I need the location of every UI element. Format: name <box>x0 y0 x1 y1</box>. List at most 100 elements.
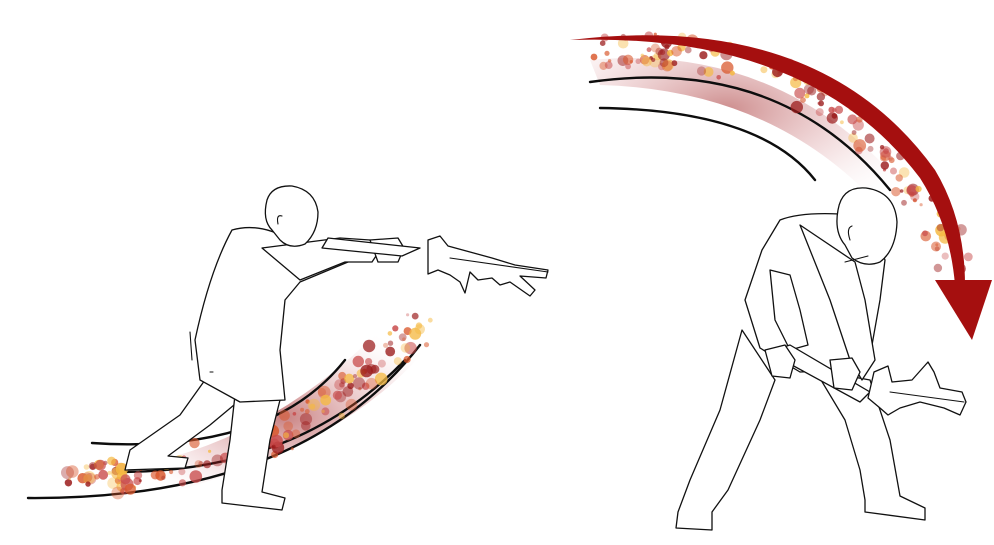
speed-line <box>588 76 892 192</box>
particle <box>150 470 160 480</box>
particle <box>414 324 425 335</box>
particle <box>760 66 768 74</box>
speed-line <box>598 106 817 182</box>
particle <box>317 388 327 397</box>
particle <box>68 477 72 481</box>
particle <box>423 342 430 348</box>
particle <box>803 84 815 95</box>
particle <box>400 343 411 353</box>
particle <box>427 317 433 323</box>
particle <box>362 339 376 353</box>
particle <box>888 157 895 164</box>
right-leg <box>814 369 926 521</box>
particle <box>931 241 941 252</box>
particle <box>189 437 200 449</box>
arrow-head <box>935 280 992 340</box>
particle <box>409 327 422 340</box>
particle <box>899 189 904 193</box>
serrated-sword <box>321 235 549 297</box>
particle <box>936 223 945 232</box>
particle <box>300 407 305 412</box>
motion-blur-smear <box>110 327 426 490</box>
particle <box>352 374 358 379</box>
particle <box>398 333 407 342</box>
particle <box>178 468 186 476</box>
ear <box>847 225 853 241</box>
particle <box>880 161 889 170</box>
particle <box>804 93 810 99</box>
particle <box>684 46 692 54</box>
particle <box>590 53 598 61</box>
particle <box>864 133 875 144</box>
particle <box>291 429 301 439</box>
particle <box>901 199 907 206</box>
particle <box>906 185 917 196</box>
particle <box>411 312 419 320</box>
particle <box>352 355 364 368</box>
hand-back <box>764 344 796 379</box>
particle <box>305 399 310 404</box>
particle <box>963 252 973 262</box>
particle <box>271 444 276 449</box>
particle <box>387 340 394 346</box>
particle <box>646 47 652 53</box>
particle <box>922 230 928 237</box>
hand-front <box>829 357 861 391</box>
particle <box>655 47 663 56</box>
particle <box>671 46 682 57</box>
particle <box>826 112 838 124</box>
particle <box>82 472 93 483</box>
particle <box>309 403 316 409</box>
particle <box>818 100 824 107</box>
particle <box>622 54 634 65</box>
particle <box>83 474 92 483</box>
particle <box>651 57 656 63</box>
particle <box>107 477 119 490</box>
particle <box>895 174 903 182</box>
particle <box>800 97 806 103</box>
particle <box>834 105 844 114</box>
particle <box>847 114 858 125</box>
front-leg <box>221 394 286 511</box>
particle <box>283 421 294 432</box>
particle <box>661 60 673 72</box>
particle <box>307 398 321 412</box>
particle <box>334 379 345 391</box>
particle <box>360 364 373 378</box>
particle <box>840 120 844 125</box>
particle <box>178 479 187 487</box>
particle <box>344 373 355 384</box>
particle <box>933 263 943 273</box>
particle <box>345 398 358 411</box>
particle <box>98 469 109 480</box>
particle <box>309 403 316 410</box>
particle <box>604 50 610 56</box>
particle <box>406 313 410 317</box>
left-leg <box>675 329 776 531</box>
particle <box>83 464 90 470</box>
particle <box>211 454 224 467</box>
particle <box>320 394 332 406</box>
particle <box>321 409 325 413</box>
head <box>264 185 319 247</box>
ear <box>276 215 283 225</box>
particle <box>161 475 166 480</box>
particle <box>189 470 203 483</box>
particle <box>332 390 342 400</box>
particle <box>617 37 629 49</box>
particle <box>301 421 311 431</box>
swing-scene <box>570 31 992 531</box>
particle <box>338 412 345 420</box>
particle <box>915 185 922 193</box>
particle <box>358 387 362 391</box>
sword-blade <box>867 361 967 416</box>
particle <box>107 470 112 475</box>
particle <box>853 139 867 152</box>
particle <box>403 355 411 364</box>
particle <box>64 479 73 487</box>
particle <box>891 187 901 197</box>
serrated-sword <box>764 344 967 416</box>
particle <box>696 66 707 76</box>
particle <box>912 198 917 203</box>
particle <box>94 474 100 480</box>
